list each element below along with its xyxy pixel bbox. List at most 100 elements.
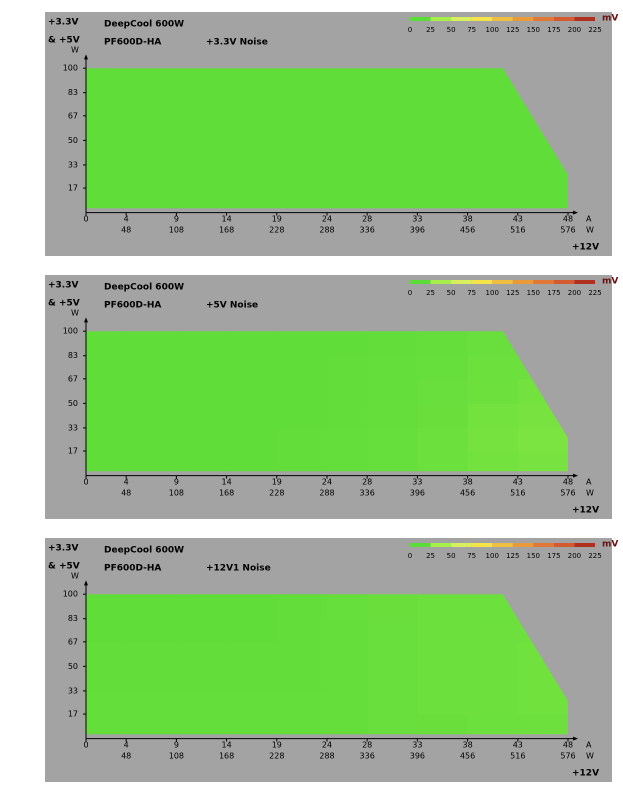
heat-cell xyxy=(226,164,278,189)
heat-cell xyxy=(367,115,418,141)
heat-cell xyxy=(467,451,519,472)
heat-cell xyxy=(467,618,519,643)
x-watt-label: 168 xyxy=(219,489,234,498)
x-tick-label: 0 xyxy=(83,478,88,487)
heat-cell xyxy=(417,331,469,357)
x-tick-label: 28 xyxy=(362,741,372,750)
chart-title: DeepCool 600W xyxy=(104,20,184,30)
x-watt-label: 108 xyxy=(169,226,184,235)
heat-cell xyxy=(327,331,368,357)
heat-cell xyxy=(86,92,127,117)
heat-cell xyxy=(327,140,368,166)
chart-panel: 17 33 50 67 83 100 0 4 48 9 108 14 168 19 228 24 288 28 33… xyxy=(45,538,618,782)
y-label-2: & +5V xyxy=(48,299,80,309)
legend-swatch xyxy=(451,543,472,547)
heat-cell xyxy=(327,403,368,429)
y-tick-label: 67 xyxy=(68,637,78,646)
legend-swatch xyxy=(492,543,513,547)
x-watt-label: 516 xyxy=(510,752,525,761)
y-axis-arrow xyxy=(84,580,88,586)
heat-cell xyxy=(126,641,177,667)
x-tick-label: 9 xyxy=(174,215,179,224)
heat-cell xyxy=(367,641,418,667)
legend-tick-label: 200 xyxy=(568,289,581,297)
x-tick-label: 24 xyxy=(322,478,332,487)
heat-cell xyxy=(226,115,278,141)
heat-cell xyxy=(417,355,469,380)
heat-cell xyxy=(176,451,228,472)
y-label: +3.3V xyxy=(48,544,78,554)
heat-cell xyxy=(126,164,177,189)
heat-cell xyxy=(86,403,127,429)
heat-cell xyxy=(176,355,228,380)
heat-cell xyxy=(467,714,519,735)
heat-cell xyxy=(517,714,568,735)
legend-tick-label: 150 xyxy=(527,552,540,560)
heat-cell xyxy=(126,355,177,380)
chart-subtitle: PF600D-HA xyxy=(104,301,161,311)
legend-tick-label: 75 xyxy=(467,289,476,297)
x-watt-label: 336 xyxy=(360,489,375,498)
heat-cell xyxy=(417,378,469,404)
x-watt-label: 576 xyxy=(560,752,575,761)
x-tick-label: 33 xyxy=(412,478,422,487)
x-tick-label: 4 xyxy=(124,215,129,224)
x-tick-label: 14 xyxy=(221,215,231,224)
x-tick-label: 0 xyxy=(83,215,88,224)
heat-cell xyxy=(226,618,278,643)
heat-cell xyxy=(276,666,328,692)
y-label-2: & +5V xyxy=(48,36,80,46)
heat-cell xyxy=(276,68,328,94)
x-watt-label: 168 xyxy=(219,752,234,761)
heat-cell xyxy=(86,666,127,692)
heat-cell xyxy=(176,714,228,735)
heat-cell xyxy=(276,594,328,620)
x-unit: A xyxy=(586,215,592,224)
y-tick-label: 17 xyxy=(68,710,78,719)
heat-cell xyxy=(86,355,127,380)
y-label: +3.3V xyxy=(48,281,78,291)
legend-swatch xyxy=(430,280,452,284)
heat-cell xyxy=(367,188,418,209)
legend-tick-label: 150 xyxy=(527,289,540,297)
heat-cell xyxy=(176,378,228,404)
heat-cell xyxy=(226,188,278,209)
x-watt-label: 336 xyxy=(360,752,375,761)
y-tick-label: 33 xyxy=(68,160,78,169)
legend-swatch xyxy=(574,280,595,284)
legend-tick-label: 100 xyxy=(486,289,499,297)
y-axis-arrow xyxy=(84,54,88,60)
heat-cell xyxy=(276,164,328,189)
legend-tick-label: 100 xyxy=(486,552,499,560)
heat-cell xyxy=(467,403,519,429)
x-watt-label: 456 xyxy=(460,226,475,235)
heat-cell xyxy=(86,140,127,166)
legend-tick-label: 175 xyxy=(547,289,560,297)
heat-cell xyxy=(367,378,418,404)
legend-tick-label: 100 xyxy=(486,26,499,34)
legend-tick-label: 150 xyxy=(527,26,540,34)
x-watt-label: 456 xyxy=(460,489,475,498)
x-watt-label: 108 xyxy=(169,489,184,498)
heat-cell xyxy=(417,594,469,620)
x-tick-label: 38 xyxy=(462,478,472,487)
heat-cell xyxy=(226,594,278,620)
x2-unit: W xyxy=(586,752,594,761)
y-unit: W xyxy=(71,309,79,318)
x-watt-label: 516 xyxy=(510,489,525,498)
x-tick-label: 19 xyxy=(272,215,282,224)
heat-cell xyxy=(417,451,469,472)
noise-label: +12V1 Noise xyxy=(206,564,271,574)
heat-cell xyxy=(176,68,228,94)
heat-cell xyxy=(417,188,469,209)
heat-cell xyxy=(327,378,368,404)
heat-cell xyxy=(417,641,469,667)
heat-cell xyxy=(467,188,519,209)
legend-swatch xyxy=(410,280,431,284)
x-tick-label: 4 xyxy=(124,478,129,487)
heatmap-cells xyxy=(86,331,568,472)
legend-tick-label: 225 xyxy=(588,552,601,560)
x-unit: A xyxy=(586,741,592,750)
legend-tick-label: 25 xyxy=(426,552,435,560)
x-tick-label: 19 xyxy=(272,741,282,750)
